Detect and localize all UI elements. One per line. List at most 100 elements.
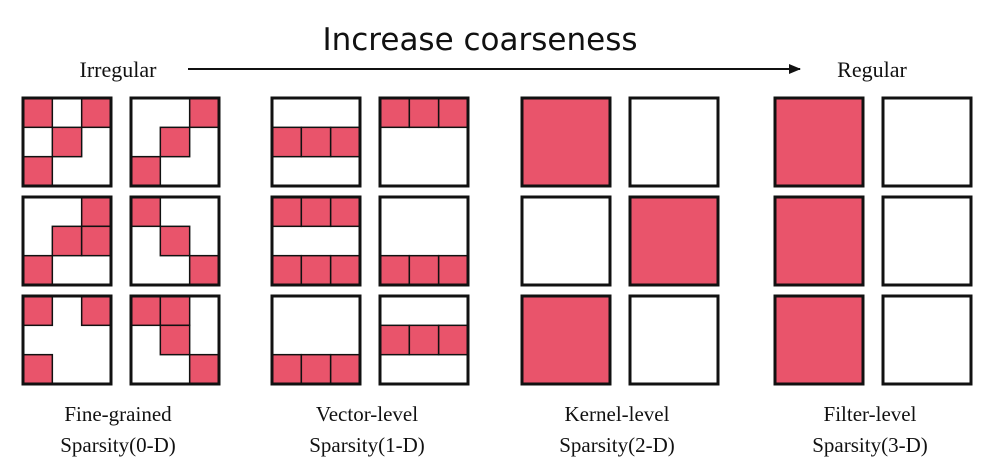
kernel-grid [628,294,720,386]
sparsity-group-4: Filter-level Sparsity(3-D) [773,96,973,457]
sparsity-groups: Fine-grained Sparsity(0-D) Vector-level Spa… [21,96,973,457]
pruned-weight-cell [22,353,54,385]
kernel-border [270,294,362,386]
kernel-grid [520,96,612,188]
kept-kernel [520,195,612,287]
kernel-grid [21,294,113,386]
kernel-grid [773,294,865,386]
kept-kernel [628,294,720,386]
kept-kernel [881,96,973,188]
group-caption-line1: Fine-grained [64,402,172,426]
pruned-weight-cell [80,97,112,129]
pruned-weight-cell [329,254,361,286]
pruned-weight-cell [159,225,191,257]
kernel-grid [881,96,973,188]
kernel-border [378,96,470,188]
pruned-weight-cell [22,254,54,286]
coarseness-title: Increase coarseness [322,22,637,58]
sparsity-group-1: Fine-grained Sparsity(0-D) [21,96,221,457]
pruned-weight-cell [159,126,191,158]
pruned-weight-cell [329,196,361,228]
group-caption-line1: Kernel-level [565,402,670,426]
kernel-border [270,96,362,188]
kept-kernel [628,96,720,188]
group-caption-line1: Filter-level [824,402,917,426]
kernel-grid [773,96,865,188]
pruned-weight-cell [437,254,469,286]
pruned-weight-cell [22,155,54,187]
kernel-border [129,195,221,287]
pruned-kernel [773,96,865,188]
pruned-weight-cell [437,324,469,356]
kernel-border [21,195,113,287]
kernel-grid [270,96,362,188]
pruned-weight-cell [51,126,83,158]
kernel-grid [129,96,221,188]
pruned-weight-cell [408,324,440,356]
pruned-weight-cell [271,196,303,228]
pruned-weight-cell [80,295,112,327]
kernel-border [129,294,221,386]
pruned-weight-cell [80,196,112,228]
pruned-weight-cell [159,324,191,356]
pruned-weight-cell [130,196,162,228]
pruned-weight-cell [379,254,411,286]
kernel-grid [520,294,612,386]
group-caption-line2: Sparsity(0-D) [60,433,175,457]
kernel-grid [773,195,865,287]
pruned-weight-cell [188,353,220,385]
sparsity-group-3: Kernel-level Sparsity(2-D) [520,96,720,457]
pruned-kernel [520,294,612,386]
kernel-border [129,96,221,188]
pruned-kernel [520,96,612,188]
kernel-grid [881,294,973,386]
kernel-grid [628,195,720,287]
group-caption-line2: Sparsity(1-D) [309,433,424,457]
pruned-weight-cell [130,295,162,327]
kernel-border [21,96,113,188]
pruned-weight-cell [329,126,361,158]
group-caption-line2: Sparsity(3-D) [812,433,927,457]
pruned-weight-cell [271,126,303,158]
kernel-grid [628,96,720,188]
group-caption-line2: Sparsity(2-D) [559,433,674,457]
pruned-weight-cell [300,254,332,286]
pruned-weight-cell [300,196,332,228]
kernel-border [378,294,470,386]
kernel-grid [129,294,221,386]
kernel-border [21,294,113,386]
sparsity-group-2: Vector-level Sparsity(1-D) [270,96,470,457]
pruned-weight-cell [300,126,332,158]
pruned-weight-cell [188,97,220,129]
pruned-weight-cell [80,225,112,257]
pruned-weight-cell [329,353,361,385]
kernel-border [270,195,362,287]
kernel-grid [129,195,221,287]
kept-kernel [881,195,973,287]
pruned-weight-cell [130,155,162,187]
pruned-weight-cell [188,254,220,286]
pruned-weight-cell [379,97,411,129]
kernel-grid [378,195,470,287]
pruned-weight-cell [51,225,83,257]
kernel-grid [270,195,362,287]
kept-kernel [881,294,973,386]
group-caption-line1: Vector-level [316,402,418,426]
kernel-grid [21,96,113,188]
pruned-weight-cell [408,254,440,286]
kernel-grid [378,294,470,386]
pruned-kernel [773,195,865,287]
regular-label: Regular [837,57,907,82]
pruned-weight-cell [379,324,411,356]
kernel-grid [881,195,973,287]
kernel-grid [378,96,470,188]
kernel-border [378,195,470,287]
pruned-weight-cell [271,254,303,286]
kernel-grid [520,195,612,287]
pruned-weight-cell [159,295,191,327]
pruned-weight-cell [300,353,332,385]
pruned-weight-cell [408,97,440,129]
pruned-weight-cell [22,295,54,327]
pruned-weight-cell [271,353,303,385]
